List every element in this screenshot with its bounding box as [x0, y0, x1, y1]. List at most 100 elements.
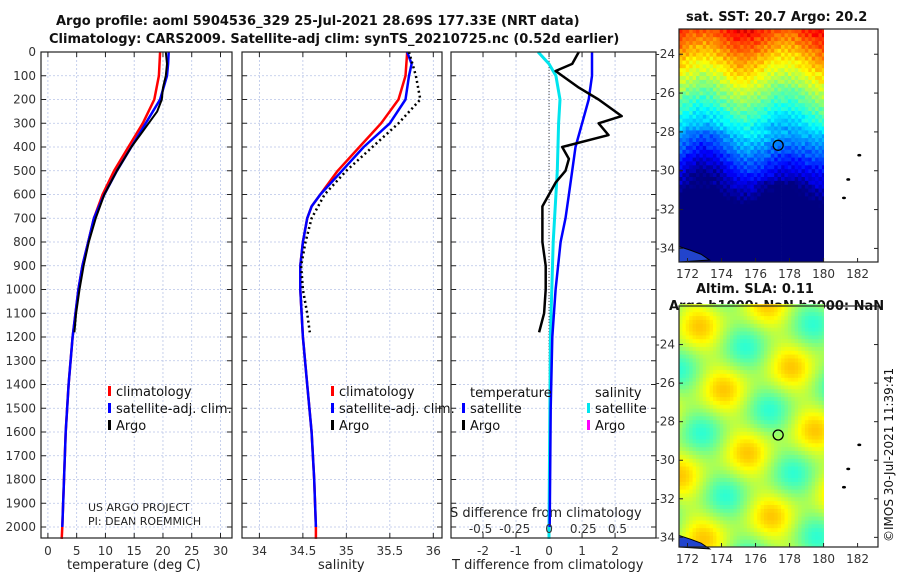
map-cell	[801, 149, 806, 154]
map-cell	[736, 377, 741, 382]
map-cell	[787, 458, 792, 463]
map-cell	[753, 75, 758, 80]
map-cell	[702, 203, 707, 208]
map-cell	[757, 137, 761, 142]
map-cell	[692, 408, 697, 413]
map-cell	[774, 184, 778, 189]
map-cell	[696, 223, 700, 228]
map-cell	[757, 79, 761, 84]
map-cell	[719, 408, 724, 413]
map-cell	[794, 250, 799, 255]
map-cell	[709, 504, 714, 509]
map-cell	[692, 133, 697, 139]
map-cell	[760, 493, 765, 498]
map-cell	[760, 238, 765, 243]
map-cell	[804, 36, 809, 42]
map-cell	[743, 512, 748, 517]
map-cell	[791, 67, 796, 73]
map-cell	[736, 373, 741, 378]
map-cell	[733, 311, 738, 317]
map-cell	[821, 223, 824, 228]
map-cell	[743, 319, 748, 324]
map-cell	[757, 500, 761, 505]
map-cell	[730, 258, 734, 263]
map-cell	[784, 207, 789, 212]
map-cell	[804, 114, 809, 119]
map-cell	[781, 412, 785, 417]
map-cell	[696, 192, 700, 197]
map-cell	[747, 327, 751, 332]
map-cell	[692, 462, 697, 467]
map-cell	[740, 450, 744, 455]
map-cell	[679, 493, 683, 498]
map-cell	[811, 164, 816, 170]
map-cell	[767, 168, 772, 174]
map-cell	[736, 161, 741, 166]
map-cell	[740, 199, 744, 205]
map-cell	[719, 71, 724, 76]
map-cell	[787, 141, 792, 146]
map-cell	[740, 141, 744, 146]
map-cell	[682, 176, 687, 181]
map-cell	[702, 504, 707, 509]
map-cell	[747, 377, 751, 382]
map-cell	[747, 176, 751, 181]
map-cell	[747, 250, 751, 255]
map-lat-label: -24	[655, 47, 675, 61]
map-cell	[689, 75, 693, 80]
map-cell	[716, 512, 721, 517]
map-cell	[706, 531, 710, 536]
map-cell	[747, 102, 751, 108]
map-cell	[747, 415, 751, 421]
map-cell	[774, 95, 778, 100]
map-cell	[767, 485, 772, 490]
map-cell	[736, 361, 741, 367]
map-cell	[736, 477, 741, 482]
map-cell	[818, 254, 823, 259]
map-cell	[787, 192, 792, 197]
map-cell	[784, 199, 789, 205]
map-cell	[696, 466, 700, 471]
map-cell	[719, 227, 724, 232]
map-cell	[730, 512, 734, 517]
map-cell	[743, 145, 748, 150]
map-cell	[736, 446, 741, 451]
map-cell	[719, 388, 724, 394]
map-cell	[821, 180, 824, 185]
map-cell	[818, 168, 823, 174]
map-cell	[750, 79, 755, 84]
map-cell	[767, 373, 772, 378]
map-cell	[794, 196, 799, 201]
map-cell	[733, 230, 738, 236]
map-cell	[696, 462, 700, 467]
map-cell	[706, 477, 710, 482]
map-cell	[733, 485, 738, 490]
map-cell	[757, 223, 761, 228]
map-cell	[696, 508, 700, 513]
map-cell	[719, 458, 724, 463]
map-cell	[682, 508, 687, 513]
map-cell	[689, 516, 693, 521]
map-cell	[716, 67, 721, 73]
map-cell	[682, 122, 687, 127]
map-cell	[709, 52, 714, 57]
map-cell	[740, 63, 744, 69]
map-cell	[719, 176, 724, 181]
map-cell	[791, 207, 796, 212]
map-cell	[808, 250, 813, 255]
map-cell	[784, 462, 789, 467]
map-cell	[794, 137, 799, 142]
map-cell	[764, 145, 768, 150]
map-cell	[798, 141, 802, 146]
map-cell	[815, 32, 819, 38]
map-cell	[682, 164, 687, 170]
map-cell	[740, 91, 744, 96]
map-cell	[757, 431, 761, 436]
map-cell	[713, 48, 717, 53]
map-cell	[692, 32, 697, 38]
map-cell	[689, 83, 693, 88]
map-cell	[781, 392, 785, 398]
map-cell	[750, 188, 755, 193]
map-cell	[736, 29, 741, 34]
map-cell	[696, 334, 700, 340]
